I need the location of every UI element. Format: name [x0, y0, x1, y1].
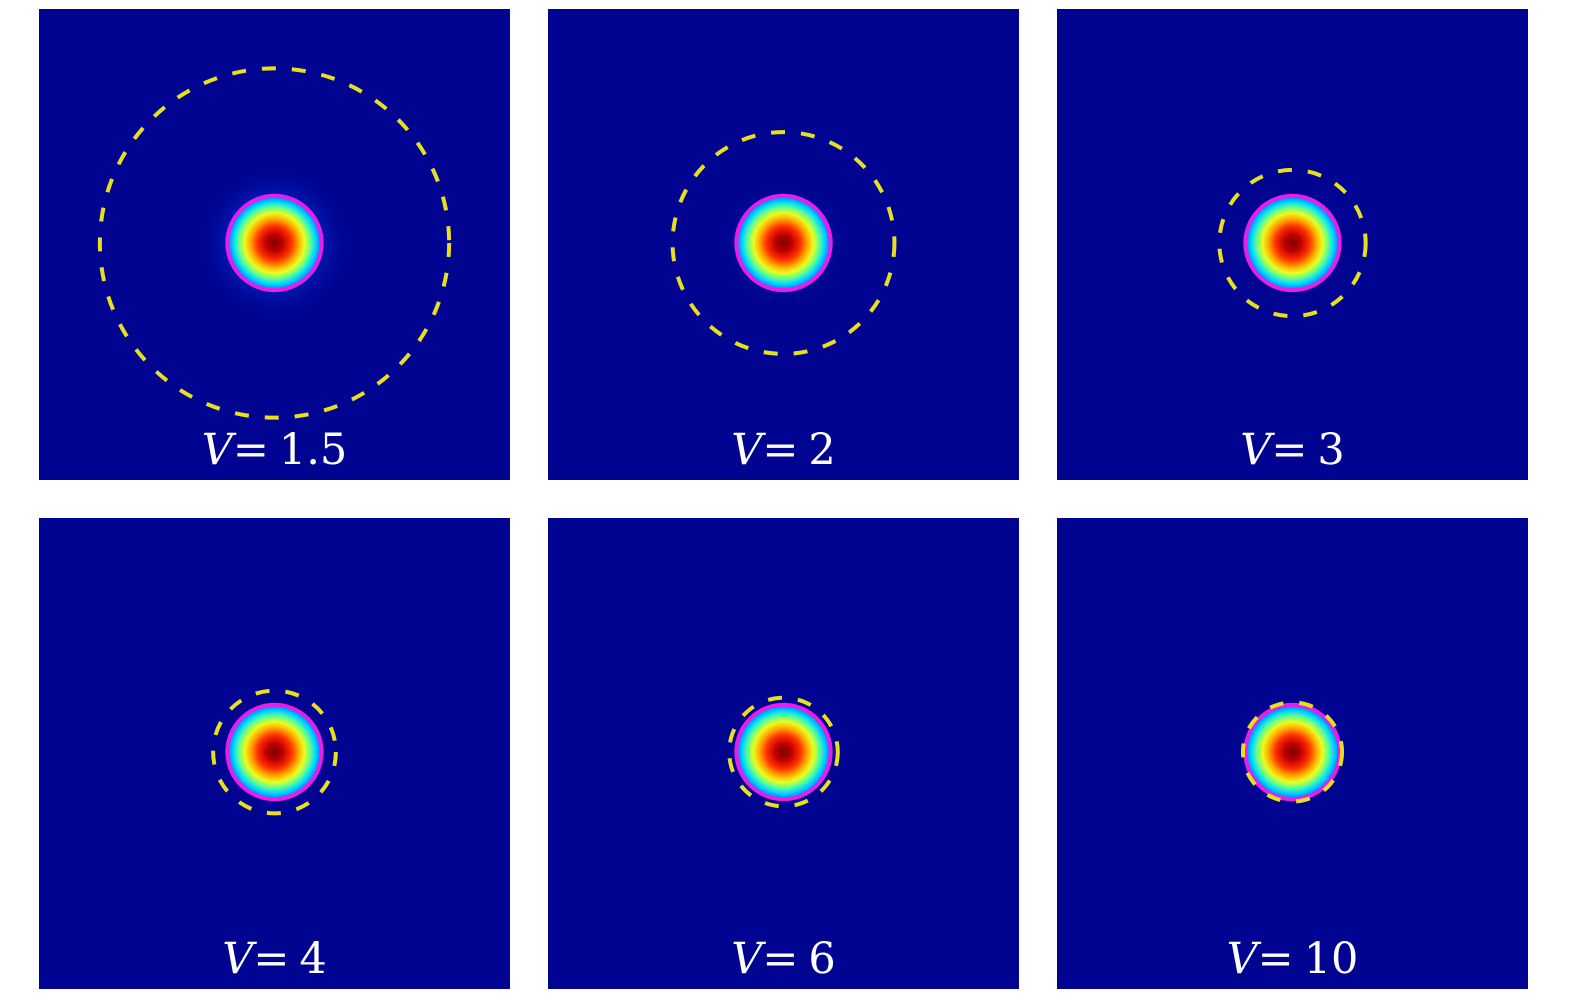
panel-label: V= 1.5 [201, 425, 348, 475]
mode-radius-dashed [1217, 167, 1368, 319]
panel-v-3: V= 3 [1057, 9, 1528, 480]
field-core [1245, 195, 1340, 291]
panel-label: V= 10 [1226, 934, 1359, 984]
panel-v-10: V= 10 [1057, 518, 1528, 989]
mode-radius-dashed [670, 130, 897, 356]
field-core [736, 195, 831, 291]
mode-profile-plot [97, 66, 452, 420]
panel-v-6: V= 6 [548, 518, 1019, 989]
field-core [227, 195, 322, 291]
field-core [736, 704, 831, 800]
core-boundary-solid [734, 702, 833, 802]
mode-radius-dashed [211, 688, 338, 816]
core-boundary-solid [225, 702, 324, 802]
mode-radius-dashed [727, 695, 840, 809]
field-core [1245, 704, 1340, 800]
panel-label: V= 3 [1240, 425, 1345, 475]
panel-v-1-5: V= 1.5 [39, 9, 510, 480]
field-core [227, 704, 322, 800]
mode-profile-plot [211, 688, 338, 816]
mode-profile-plot [670, 130, 897, 356]
panel-label: V= 2 [731, 425, 836, 475]
panel-v-4: V= 4 [39, 518, 510, 989]
panel-label: V= 6 [731, 934, 836, 984]
mode-radius-dashed [1240, 700, 1345, 804]
mode-radius-dashed [97, 66, 452, 420]
panel-v-2: V= 2 [548, 9, 1019, 480]
panel-label: V= 4 [222, 934, 327, 984]
mode-profile-plot [727, 695, 840, 809]
core-boundary-solid [1243, 702, 1342, 802]
core-boundary-solid [734, 193, 833, 293]
mode-profile-plot [1217, 167, 1368, 319]
mode-profile-plot [1240, 700, 1345, 804]
core-boundary-solid [1243, 193, 1342, 293]
core-boundary-solid [225, 193, 324, 293]
